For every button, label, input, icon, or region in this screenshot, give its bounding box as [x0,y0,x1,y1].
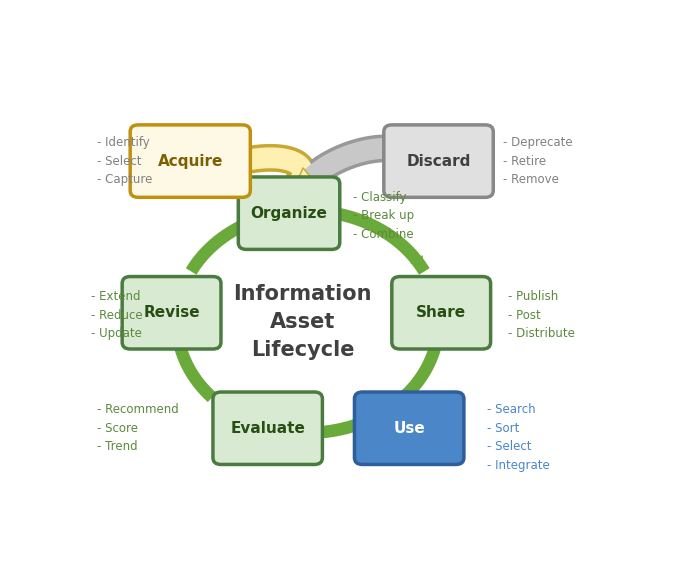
Text: Use: Use [393,421,425,436]
Text: Share: Share [416,305,466,320]
FancyBboxPatch shape [384,125,493,198]
Text: - Extend
- Reduce
- Update: - Extend - Reduce - Update [92,290,143,340]
Text: Revise: Revise [143,305,200,320]
Text: - Identify
- Select
- Capture: - Identify - Select - Capture [96,136,152,186]
Text: - Publish
- Post
- Distribute: - Publish - Post - Distribute [508,290,575,340]
Text: - Deprecate
- Retire
- Remove: - Deprecate - Retire - Remove [503,136,573,186]
FancyBboxPatch shape [213,392,322,465]
Text: Evaluate: Evaluate [230,421,305,436]
Text: Acquire: Acquire [158,153,223,169]
FancyBboxPatch shape [238,177,340,249]
Text: - Recommend
- Score
- Trend: - Recommend - Score - Trend [96,403,178,453]
Text: - Classify
- Break up
- Combine: - Classify - Break up - Combine [353,191,414,240]
FancyBboxPatch shape [354,392,464,465]
FancyBboxPatch shape [122,276,221,349]
FancyBboxPatch shape [130,125,250,198]
Text: Organize: Organize [251,206,327,220]
FancyBboxPatch shape [392,276,491,349]
Text: Discard: Discard [407,153,471,169]
Text: Information
Asset
Lifecycle: Information Asset Lifecycle [233,284,371,360]
Text: - Search
- Sort
- Select
- Integrate: - Search - Sort - Select - Integrate [486,403,549,472]
